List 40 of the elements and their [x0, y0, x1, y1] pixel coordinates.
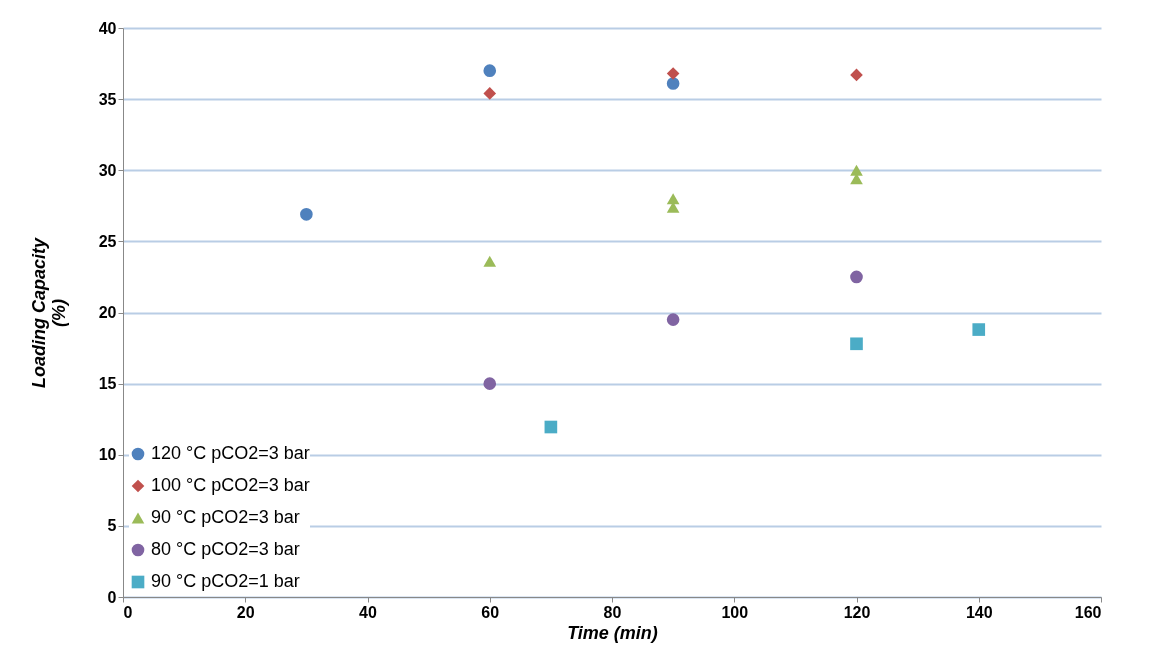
x-tick-label: 140	[965, 603, 993, 621]
point	[483, 87, 497, 100]
point	[483, 255, 497, 267]
y-tick-label: 35	[98, 90, 117, 108]
legend-label: 80 °C pCO2=3 bar	[151, 539, 300, 559]
point	[666, 67, 680, 80]
y-tick-label: 30	[98, 161, 117, 179]
point	[300, 208, 313, 221]
x-tick-label: 80	[603, 603, 622, 621]
y-tick-label: 40	[98, 19, 117, 37]
point	[544, 420, 558, 434]
y-tick-label: 10	[98, 446, 117, 464]
x-tick-label: 0	[123, 603, 133, 621]
point	[666, 193, 680, 205]
point	[850, 270, 863, 284]
y-tick-label: 0	[107, 588, 117, 606]
y-tick-label: 20	[98, 304, 117, 321]
x-tick-label: 60	[481, 603, 500, 621]
point	[850, 68, 863, 82]
x-tick-label: 160	[1074, 603, 1102, 621]
point	[850, 337, 863, 351]
x-tick-label: 40	[359, 603, 377, 621]
point	[666, 77, 680, 90]
legend-label: 120 °C pCO2=3 bar	[151, 443, 310, 463]
x-tick-label: 20	[236, 603, 255, 621]
legend-label: 90 °C pCO2=1 bar	[151, 571, 300, 591]
legend-label: 90 °C pCO2=3 bar	[151, 507, 300, 527]
x-axis-title: Time (min)	[567, 622, 658, 643]
point	[850, 164, 863, 176]
y-axis-title: Loading Capacity (%)	[28, 237, 69, 389]
point	[483, 64, 497, 77]
point	[666, 313, 680, 326]
x-tick-label: 100	[721, 603, 749, 621]
y-tick-label: 5	[107, 517, 117, 535]
point	[483, 377, 497, 390]
x-tick-label: 120	[843, 603, 871, 621]
legend-label: 100 °C pCO2=3 bar	[151, 475, 310, 495]
y-tick-label: 25	[98, 232, 117, 250]
point	[972, 323, 986, 336]
y-tick-label: 15	[98, 375, 117, 393]
